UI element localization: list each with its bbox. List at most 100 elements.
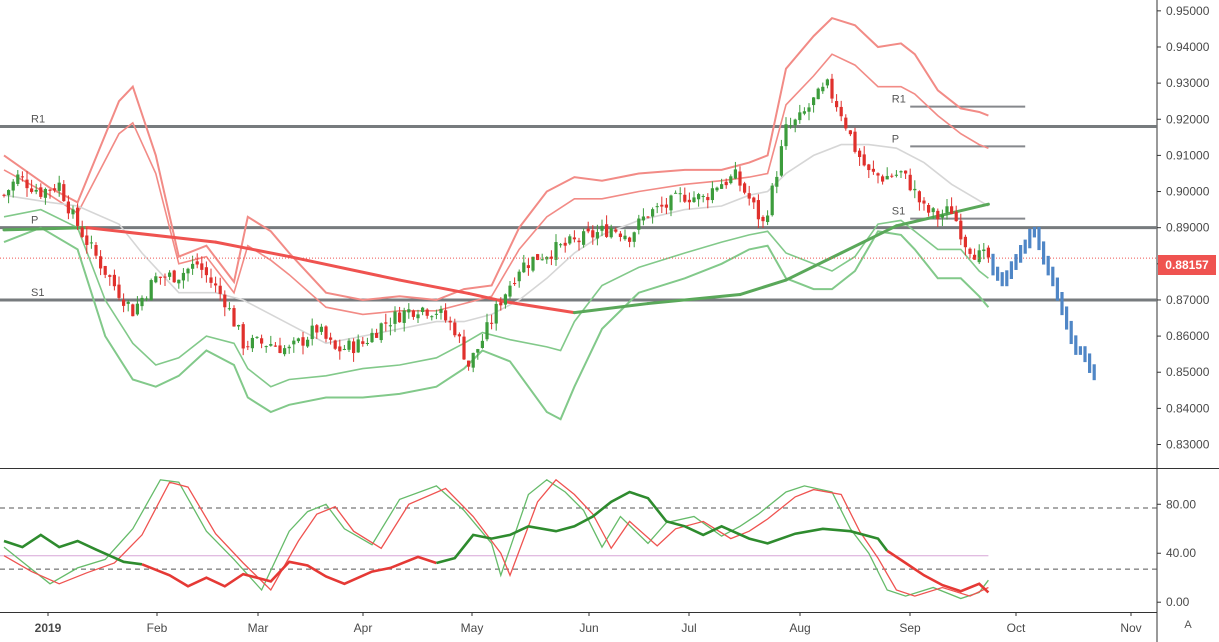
candle-body — [246, 346, 250, 348]
candle-body — [494, 303, 498, 324]
time-tick-label: Jul — [681, 621, 696, 635]
candle-body — [195, 261, 199, 265]
candle-body — [618, 233, 622, 238]
price-tick-label: 0.86000 — [1166, 329, 1210, 343]
time-tick-label: Sep — [899, 621, 921, 635]
candle-body — [416, 314, 420, 319]
candle-body — [333, 340, 337, 349]
candle-body — [687, 199, 691, 203]
projection-bar — [1060, 292, 1064, 316]
candle-body — [710, 188, 714, 201]
candle-body — [595, 232, 599, 239]
candle-body — [324, 326, 328, 339]
candle-body — [743, 183, 747, 193]
pivot-label-s1: S1 — [892, 206, 905, 218]
candle-body — [7, 190, 11, 196]
candle-body — [747, 193, 751, 199]
candle-body — [140, 297, 144, 307]
candle-body — [715, 187, 719, 191]
candle-body — [881, 176, 885, 182]
candle-body — [660, 204, 664, 207]
candle-body — [227, 308, 231, 310]
candle-body — [559, 244, 563, 246]
candle-body — [697, 194, 701, 200]
candle-body — [600, 225, 604, 231]
candle-body — [637, 218, 641, 230]
price-tick-label: 0.92000 — [1166, 112, 1210, 126]
candle-body — [260, 338, 264, 344]
candle-body — [825, 79, 829, 86]
candle-body — [89, 242, 93, 244]
oscillator-falling-segment — [886, 549, 990, 594]
candle-body — [154, 276, 158, 283]
candle-body — [269, 344, 273, 346]
price-tick-label: 0.95000 — [1166, 4, 1210, 18]
candle-body — [517, 271, 521, 282]
candle-body — [448, 320, 452, 323]
time-tick-label: Mar — [248, 621, 269, 635]
time-tick-label: Nov — [1120, 621, 1141, 635]
bollinger-outer-upper — [3, 16, 989, 302]
candle-body — [812, 97, 816, 106]
candle-body — [112, 274, 116, 287]
candle-body — [375, 332, 379, 338]
candle-body — [66, 201, 70, 214]
candle-body — [439, 308, 443, 313]
candle-body — [71, 209, 75, 215]
candle-body — [283, 348, 287, 355]
projection-bar — [1019, 245, 1023, 263]
candle-body — [264, 346, 268, 348]
candle-body — [582, 231, 586, 245]
price-tick-label: 0.93000 — [1166, 76, 1210, 90]
candle-body — [683, 194, 687, 202]
candle-body — [867, 164, 871, 171]
oscillator-falling-segment — [141, 555, 437, 588]
candle-body — [720, 184, 724, 189]
candle-body — [467, 360, 471, 367]
projection-bar — [1088, 353, 1092, 373]
price-pane: 0.95000 0.94000 0.93000 0.92000 0.91000 0.900… — [0, 4, 1210, 452]
projection-bar — [1083, 346, 1087, 363]
candle-body — [25, 179, 29, 189]
candle-body — [577, 240, 581, 243]
candle-body — [554, 242, 558, 260]
candle-body — [894, 174, 898, 176]
projection-bar — [991, 253, 995, 276]
candle-body — [200, 263, 204, 270]
candle-body — [936, 210, 940, 220]
oscillator-rising-segment — [3, 533, 143, 566]
candle-body — [453, 322, 457, 336]
pivot-label-r1: R1 — [892, 94, 906, 106]
projection-bar — [1046, 255, 1050, 276]
candle-body — [241, 324, 245, 349]
candle-body — [816, 88, 820, 100]
auto-scale-button[interactable]: A — [1184, 619, 1192, 631]
candle-body — [181, 272, 185, 281]
time-tick-label: Feb — [147, 621, 168, 635]
candle-body — [490, 322, 494, 324]
projection-bar — [1078, 346, 1082, 355]
candle-body — [802, 111, 806, 114]
candle-body — [862, 154, 866, 166]
candle-body — [986, 247, 990, 258]
candle-body — [692, 197, 696, 203]
bollinger-inner-lower — [3, 208, 989, 388]
moving-average-segment — [503, 300, 576, 315]
candle-body — [646, 216, 650, 218]
candle-body — [457, 334, 461, 337]
candle-body — [508, 285, 512, 297]
projection-bar — [1023, 239, 1027, 254]
candle-body — [94, 244, 98, 256]
candle-body — [609, 228, 613, 238]
candle-body — [338, 346, 342, 352]
candle-body — [738, 171, 742, 186]
candle-body — [402, 310, 406, 323]
candle-body — [752, 197, 756, 203]
candle-body — [384, 322, 388, 324]
projection-bar — [1042, 241, 1046, 265]
candle-body — [664, 204, 668, 208]
candle-body — [103, 265, 107, 275]
candle-body — [908, 174, 912, 191]
candle-body — [876, 173, 880, 176]
